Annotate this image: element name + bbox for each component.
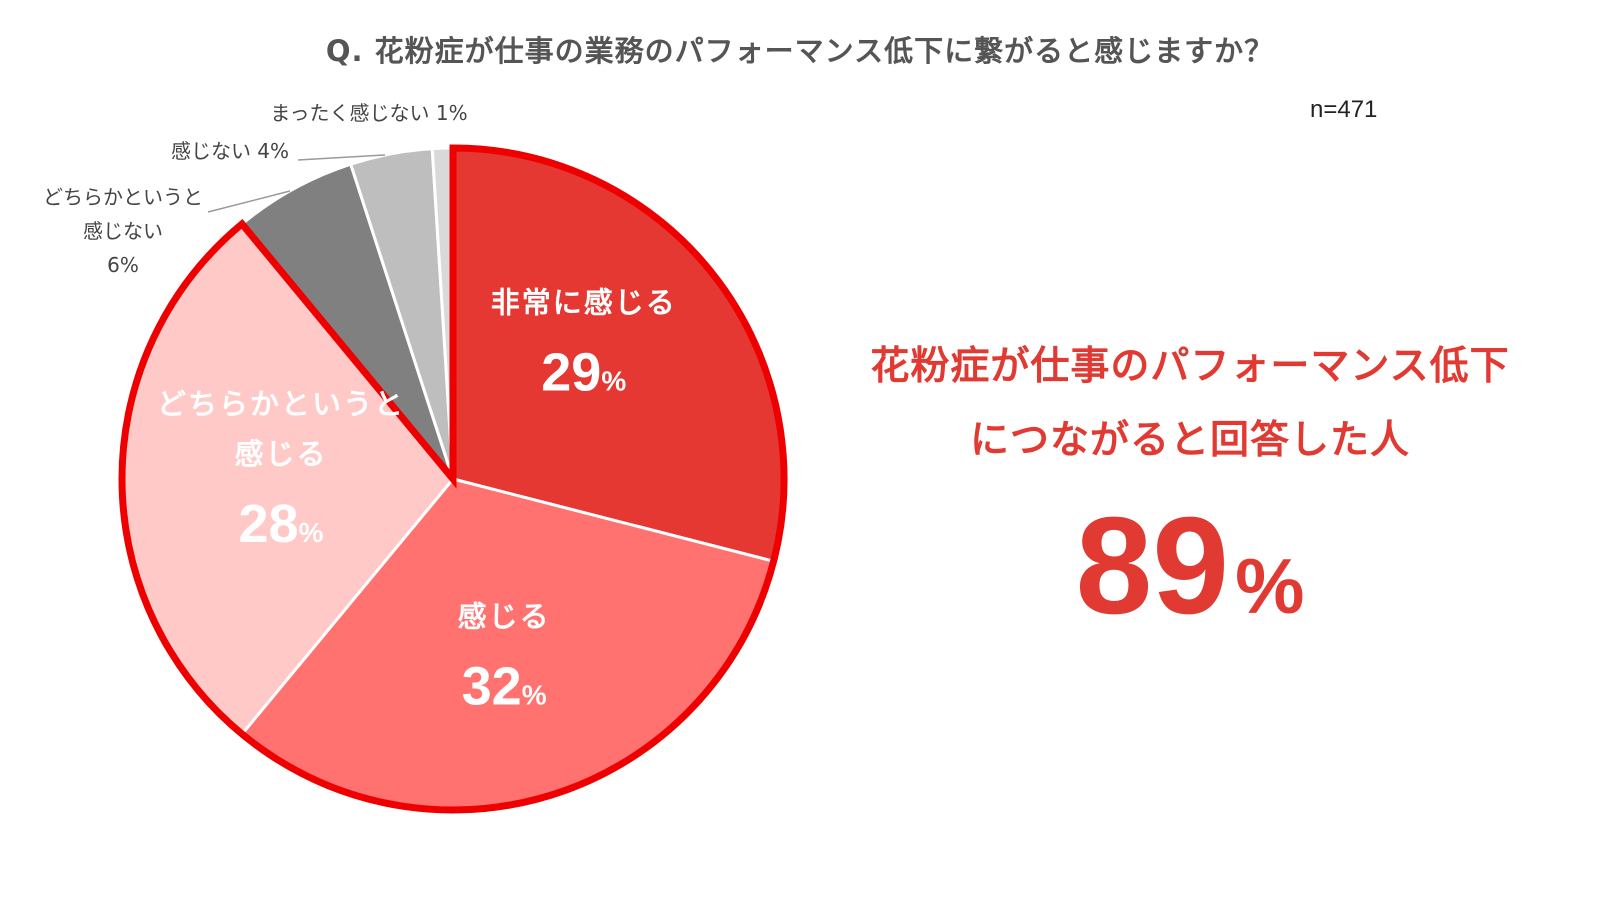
slice-value-unit: % bbox=[299, 517, 324, 548]
slice-value-unit: % bbox=[601, 366, 626, 397]
highlight-percent-sign: % bbox=[1235, 542, 1305, 630]
chart-title: Q. 花粉症が仕事の業務のパフォーマンス低下に繋がると感じますか？ bbox=[325, 34, 1275, 68]
slice-label: どちらかというと bbox=[157, 387, 405, 421]
slice-value-unit: % bbox=[522, 679, 547, 710]
highlight-line-2: につながると回答した人 bbox=[969, 418, 1410, 463]
callout-line: 感じない 4% bbox=[170, 139, 290, 163]
sample-size: n=471 bbox=[1310, 96, 1378, 123]
highlight-total: 89% bbox=[840, 496, 1540, 678]
callout-line: 感じない bbox=[83, 219, 163, 243]
highlight-panel: 花粉症が仕事のパフォーマンス低下 につながると回答した人 89% bbox=[840, 330, 1540, 678]
callout-label-somewhat-not-feel: どちらかというと 感じない 6% bbox=[28, 180, 218, 282]
callout-label-not-at-all: まったく感じない 1% bbox=[254, 96, 484, 130]
highlight-line-1: 花粉症が仕事のパフォーマンス低下 bbox=[870, 344, 1510, 389]
slice-label: 非常に感じる bbox=[491, 286, 677, 320]
slice-label: 感じる bbox=[234, 437, 327, 471]
slice-value-label: 29% bbox=[541, 343, 626, 403]
slice-value: 29 bbox=[541, 343, 601, 403]
callout-line: まったく感じない 1% bbox=[270, 101, 468, 125]
highlight-outline bbox=[118, 144, 788, 814]
leader-line-not-feel bbox=[297, 154, 386, 161]
highlight-value: 89 bbox=[1075, 489, 1230, 643]
slice-value-label: 28% bbox=[238, 494, 323, 554]
callout-line: どちらかというと bbox=[43, 185, 203, 209]
callout-line: 6% bbox=[107, 253, 139, 277]
leader-line-somewhat-not-feel bbox=[207, 190, 291, 213]
slice-value: 32 bbox=[462, 656, 522, 716]
slice-label: 感じる bbox=[458, 599, 551, 633]
slice-value: 28 bbox=[238, 494, 298, 554]
callout-label-not-feel: 感じない 4% bbox=[160, 134, 300, 168]
slice-value-label: 32% bbox=[462, 656, 547, 716]
